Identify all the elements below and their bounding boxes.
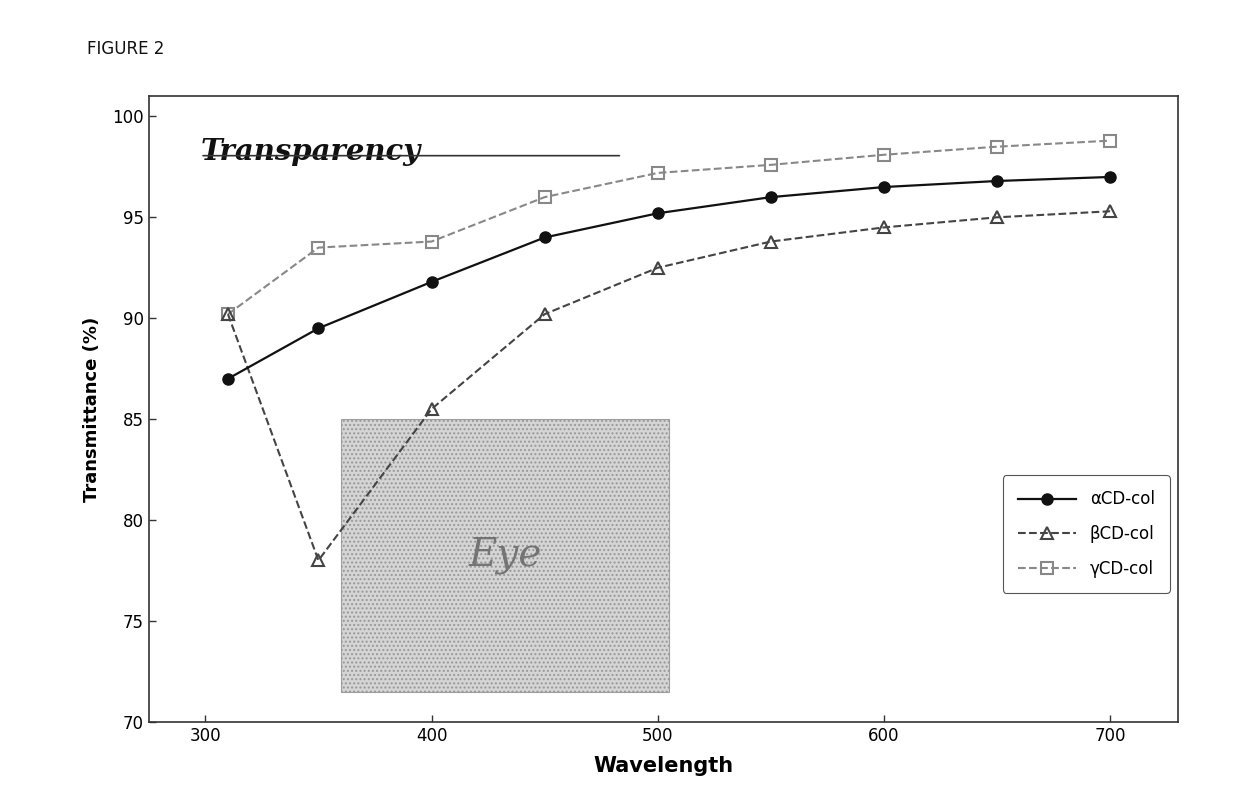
αCD-col bbox=[311, 323, 326, 333]
βCD-col bbox=[424, 404, 439, 414]
γCD-col bbox=[650, 168, 665, 178]
βCD-col bbox=[311, 556, 326, 565]
γCD-col bbox=[764, 160, 779, 170]
γCD-col bbox=[221, 310, 236, 319]
αCD-col bbox=[990, 176, 1004, 186]
γCD-col bbox=[877, 150, 892, 160]
αCD-col bbox=[877, 182, 892, 192]
βCD-col bbox=[1102, 206, 1117, 216]
βCD-col bbox=[650, 263, 665, 273]
Line: γCD-col: γCD-col bbox=[222, 135, 1116, 321]
αCD-col bbox=[221, 374, 236, 383]
βCD-col bbox=[764, 237, 779, 246]
Text: Eye: Eye bbox=[469, 537, 542, 574]
Legend: αCD-col, βCD-col, γCD-col: αCD-col, βCD-col, γCD-col bbox=[1003, 476, 1169, 593]
Line: αCD-col: αCD-col bbox=[222, 172, 1116, 384]
αCD-col bbox=[1102, 172, 1117, 182]
Text: FIGURE 2: FIGURE 2 bbox=[87, 40, 164, 58]
αCD-col bbox=[650, 209, 665, 218]
γCD-col bbox=[1102, 136, 1117, 145]
αCD-col bbox=[764, 192, 779, 202]
βCD-col bbox=[537, 310, 552, 319]
αCD-col bbox=[537, 233, 552, 242]
βCD-col bbox=[877, 223, 892, 233]
γCD-col bbox=[537, 192, 552, 202]
βCD-col bbox=[221, 310, 236, 319]
γCD-col bbox=[311, 243, 326, 253]
γCD-col bbox=[424, 237, 439, 246]
Bar bbox=[341, 419, 670, 691]
αCD-col bbox=[424, 277, 439, 286]
Line: βCD-col: βCD-col bbox=[222, 205, 1116, 567]
Y-axis label: Transmittance (%): Transmittance (%) bbox=[83, 317, 102, 501]
βCD-col bbox=[990, 213, 1004, 222]
Text: Transparency: Transparency bbox=[201, 137, 420, 166]
γCD-col bbox=[990, 142, 1004, 152]
X-axis label: Wavelength: Wavelength bbox=[593, 755, 734, 776]
